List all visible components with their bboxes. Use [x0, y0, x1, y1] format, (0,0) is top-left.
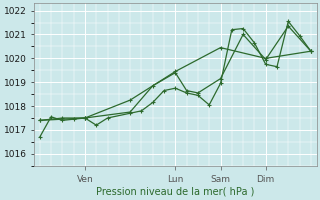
X-axis label: Pression niveau de la mer( hPa ): Pression niveau de la mer( hPa ) — [96, 187, 254, 197]
